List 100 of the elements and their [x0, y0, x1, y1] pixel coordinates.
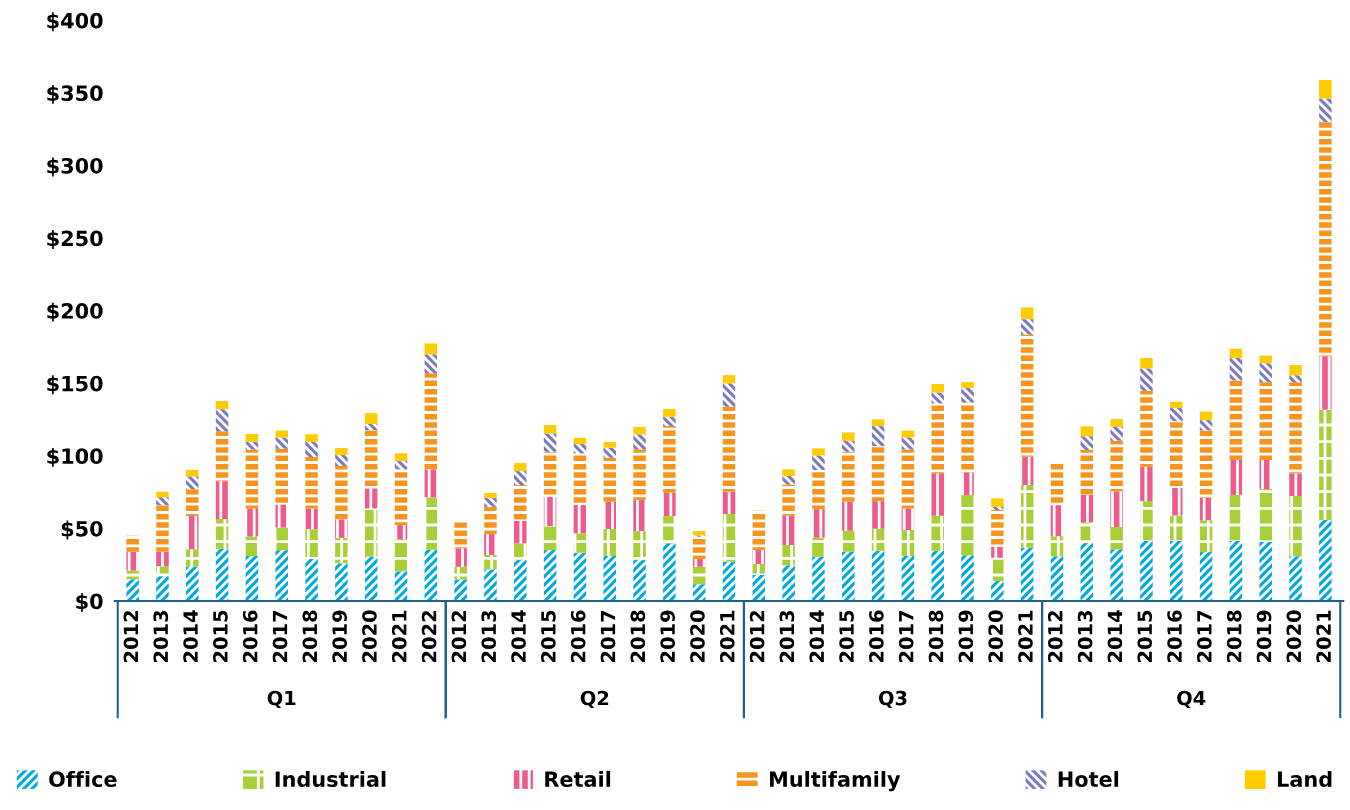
text: Q3	[878, 690, 907, 708]
bar	[156, 576, 169, 602]
bar	[156, 551, 169, 567]
bar	[663, 492, 676, 517]
bar	[484, 534, 497, 555]
bar	[1289, 473, 1302, 496]
x-tick-label: 2014	[1107, 610, 1123, 662]
x-tick-label: 2017	[1197, 610, 1212, 662]
x-tick-label: 2012	[123, 611, 139, 662]
bar	[633, 434, 646, 450]
bar	[961, 472, 974, 496]
bar	[961, 382, 974, 388]
bar	[1229, 540, 1243, 602]
bar	[782, 544, 795, 566]
bar	[1229, 459, 1243, 495]
bar	[514, 543, 527, 561]
bar	[991, 546, 1004, 558]
x-tick-label: 2020	[1286, 610, 1302, 662]
y-tick-label: $0	[76, 593, 103, 612]
bar	[335, 563, 348, 602]
bar	[722, 383, 736, 407]
bar	[1259, 489, 1272, 542]
bar	[603, 556, 616, 602]
x-tick-label: 2021	[1018, 610, 1033, 662]
bar	[1170, 408, 1183, 422]
bar	[364, 413, 378, 425]
bar	[275, 550, 288, 602]
bar	[901, 437, 915, 450]
bar	[1050, 556, 1064, 602]
y-tick-label: $150	[47, 375, 103, 395]
bar	[335, 465, 348, 520]
bar	[156, 497, 169, 506]
bar	[722, 561, 736, 602]
y-tick-label: $250	[47, 230, 103, 250]
bar	[663, 543, 676, 602]
bar	[543, 496, 557, 527]
bar	[961, 495, 974, 556]
bar	[394, 469, 408, 526]
bar	[335, 519, 348, 538]
bar	[782, 469, 795, 477]
bar	[514, 471, 527, 486]
bar	[424, 354, 438, 374]
bar	[1289, 375, 1302, 383]
bar	[335, 454, 348, 466]
bar	[543, 425, 557, 434]
x-tick-label: 2012	[451, 611, 467, 662]
bar	[961, 555, 974, 602]
bar	[543, 550, 557, 602]
x-tick-label: 2017	[600, 610, 616, 662]
bar	[1289, 495, 1302, 557]
bar	[1140, 368, 1153, 391]
bar	[842, 530, 855, 552]
x-tick-label: 2014	[809, 610, 825, 662]
bar	[424, 469, 438, 498]
y-tick-label: $350	[47, 84, 103, 104]
bar	[245, 556, 259, 602]
bar	[931, 515, 944, 551]
bar	[215, 409, 229, 432]
bar	[424, 497, 438, 550]
bar	[335, 447, 348, 455]
bar	[603, 529, 616, 557]
bar	[842, 501, 855, 531]
bar	[722, 375, 736, 384]
bar	[931, 384, 944, 393]
bar	[931, 403, 944, 474]
x-tick-label: 2019	[1256, 610, 1272, 662]
bar	[514, 520, 527, 544]
bar	[633, 560, 646, 602]
bar	[1289, 364, 1302, 376]
bar	[871, 501, 885, 529]
bar	[603, 442, 616, 448]
x-tick-label: 2018	[928, 610, 944, 662]
bar	[692, 566, 706, 585]
bar	[633, 531, 646, 561]
x-tick-label: 2013	[779, 610, 795, 662]
bar	[305, 508, 318, 530]
bar	[1229, 357, 1243, 381]
bar	[126, 579, 139, 602]
bar	[871, 446, 885, 502]
x-tick-label: 2016	[570, 610, 586, 662]
bar	[335, 537, 348, 564]
x-tick-label: 2017	[272, 610, 288, 662]
x-tick-label: 2015	[541, 610, 556, 662]
bar	[305, 434, 318, 442]
x-tick-label: 2019	[332, 610, 348, 662]
bar	[514, 560, 527, 602]
bar	[1110, 491, 1123, 527]
bar	[1050, 463, 1064, 506]
bar	[1199, 520, 1213, 553]
bar	[991, 498, 1004, 507]
bar	[1319, 356, 1332, 410]
bar	[871, 419, 885, 427]
bar	[305, 558, 318, 602]
bar	[1229, 380, 1243, 460]
text: Q2	[580, 690, 609, 708]
bar	[1110, 426, 1123, 441]
bar	[126, 551, 139, 571]
x-tick-label: 2021	[719, 610, 735, 662]
bar	[305, 441, 318, 457]
bar	[1020, 307, 1034, 320]
